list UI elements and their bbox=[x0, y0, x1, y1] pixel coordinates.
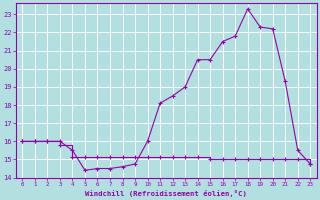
X-axis label: Windchill (Refroidissement éolien,°C): Windchill (Refroidissement éolien,°C) bbox=[85, 190, 247, 197]
